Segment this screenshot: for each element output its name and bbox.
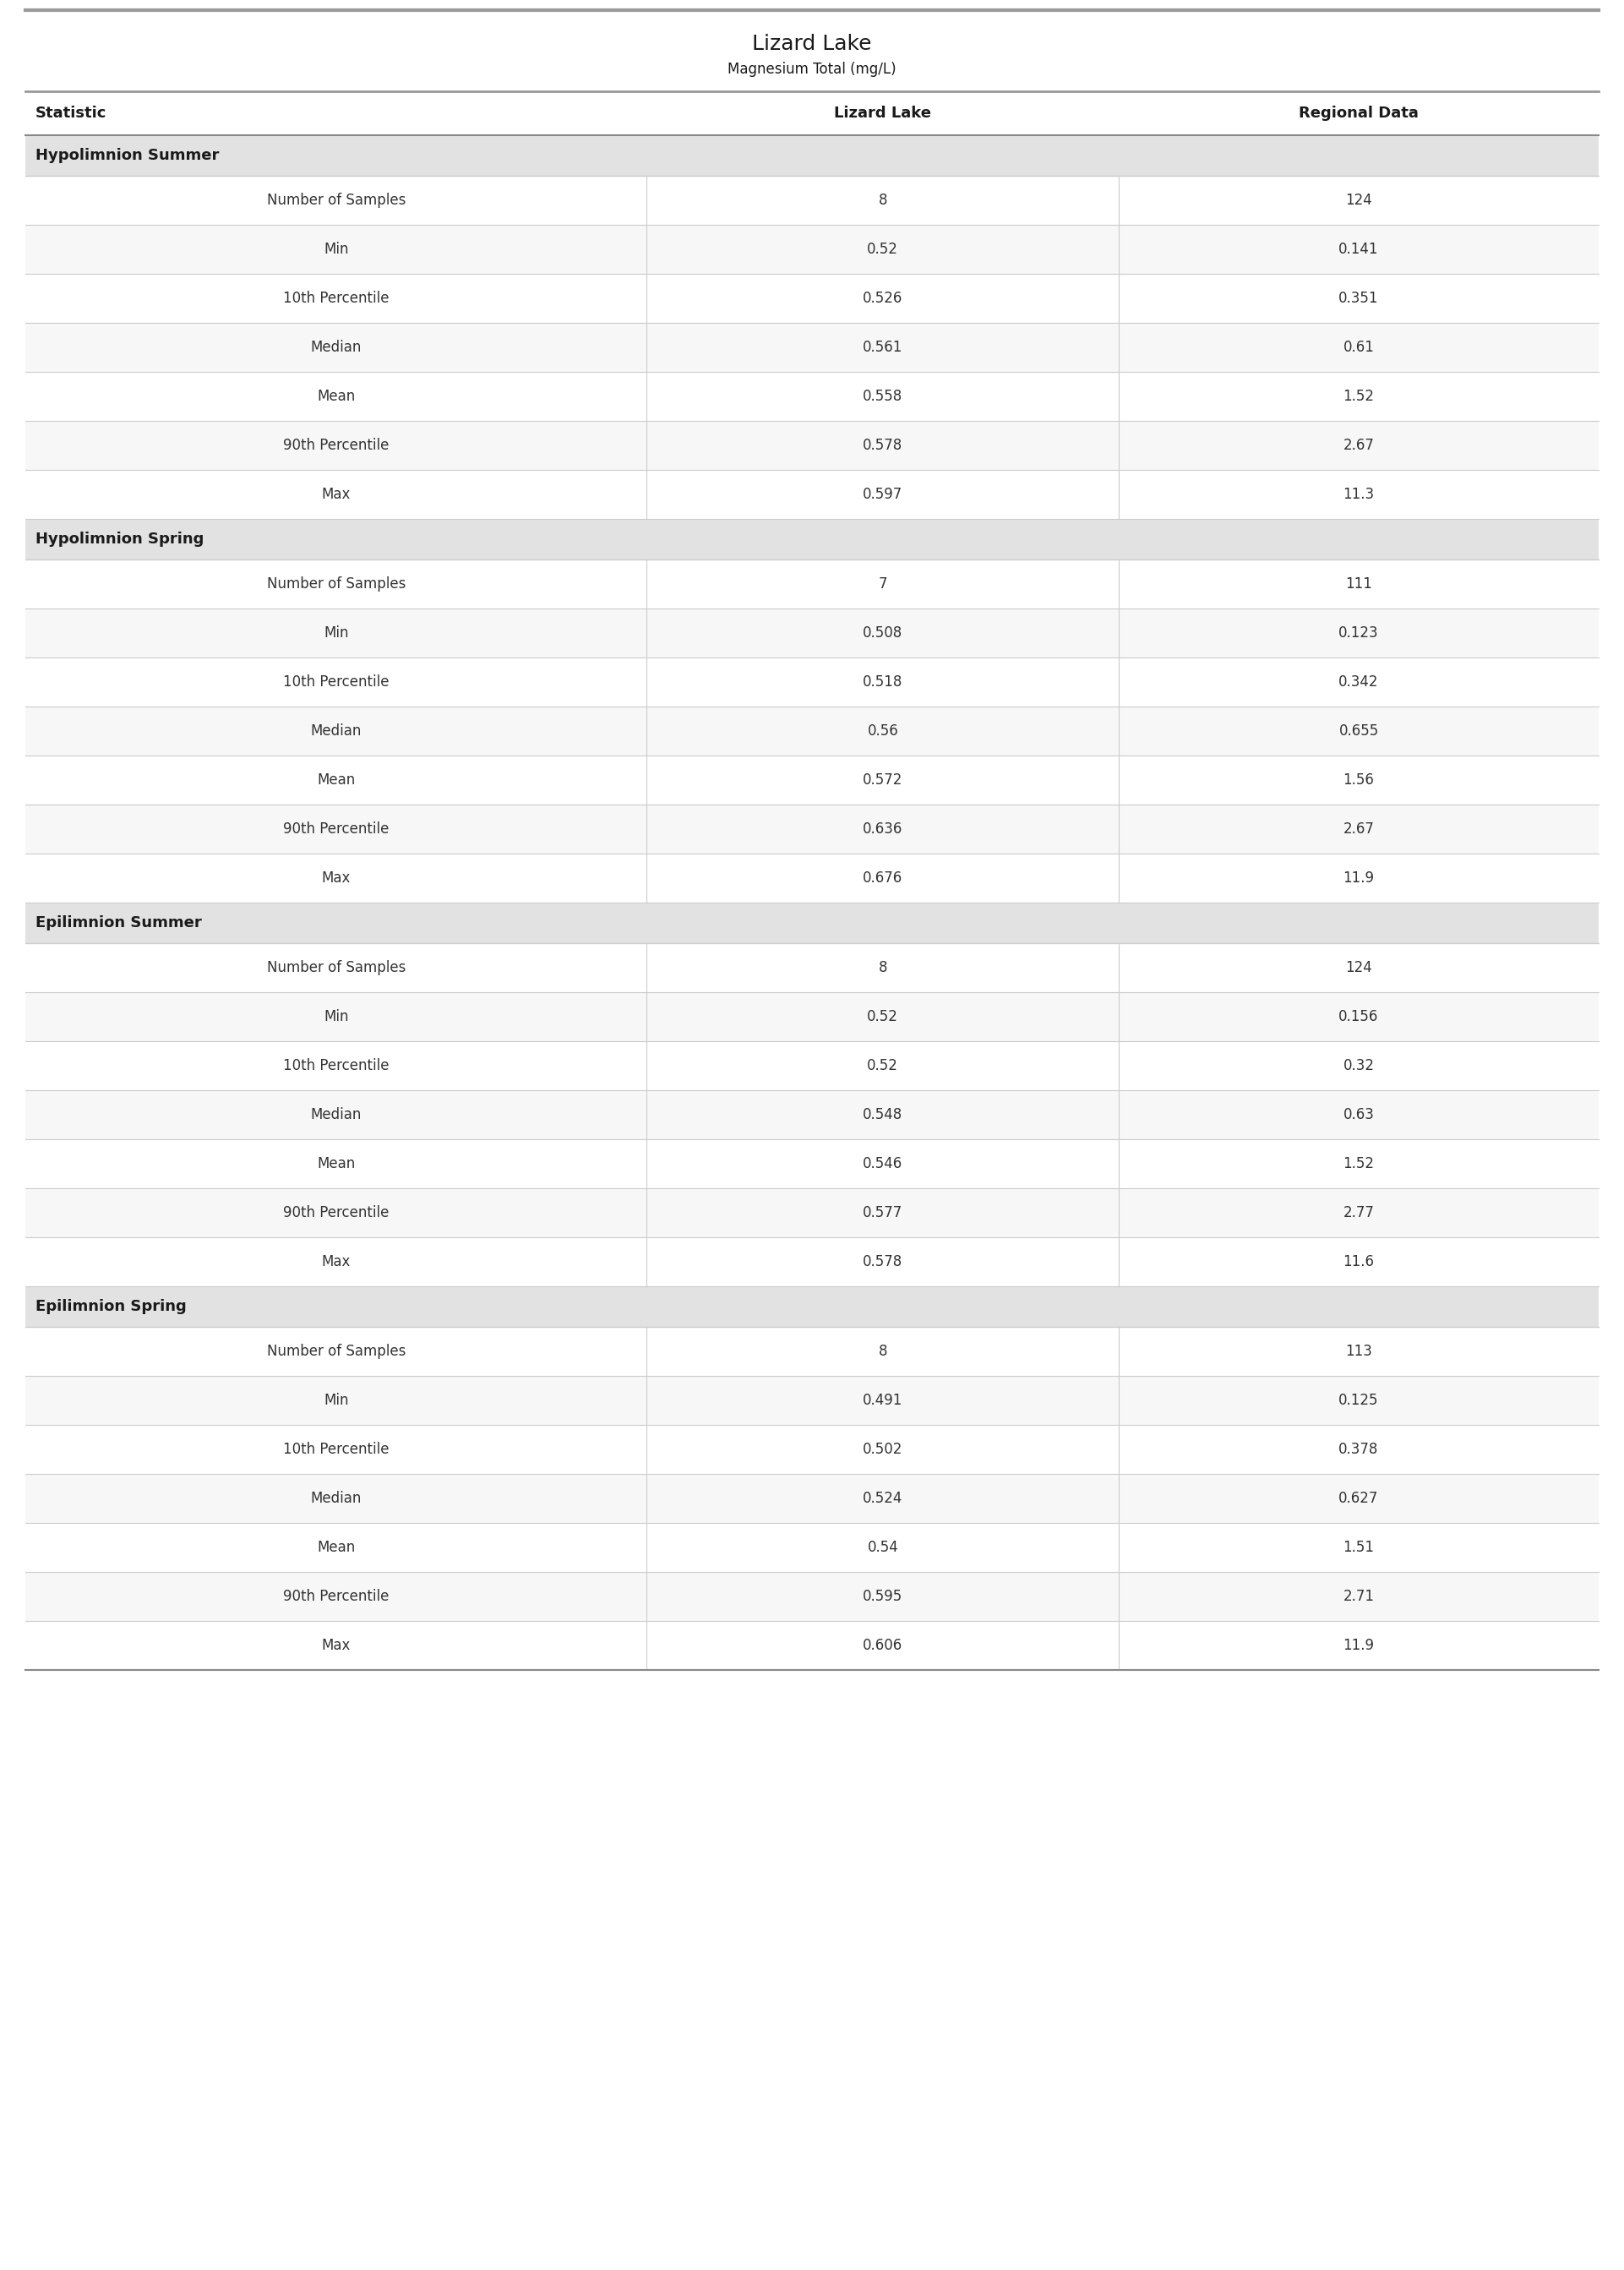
Text: 1.52: 1.52 bbox=[1343, 1155, 1374, 1171]
Text: 0.156: 0.156 bbox=[1338, 1010, 1379, 1024]
Text: 0.123: 0.123 bbox=[1338, 627, 1379, 640]
Text: Mean: Mean bbox=[317, 772, 356, 788]
Text: Min: Min bbox=[323, 1010, 349, 1024]
Text: 7: 7 bbox=[879, 577, 887, 592]
Text: 0.636: 0.636 bbox=[862, 822, 903, 838]
Text: Max: Max bbox=[322, 1639, 351, 1653]
Text: 90th Percentile: 90th Percentile bbox=[283, 1589, 390, 1605]
Text: Max: Max bbox=[322, 869, 351, 885]
Text: 0.606: 0.606 bbox=[862, 1639, 903, 1653]
Text: Number of Samples: Number of Samples bbox=[266, 960, 406, 976]
Text: 90th Percentile: 90th Percentile bbox=[283, 822, 390, 838]
Text: 1.51: 1.51 bbox=[1343, 1539, 1374, 1555]
Text: 2.77: 2.77 bbox=[1343, 1205, 1374, 1221]
Text: 0.52: 0.52 bbox=[867, 241, 898, 257]
Text: 2.67: 2.67 bbox=[1343, 822, 1374, 838]
Text: Mean: Mean bbox=[317, 388, 356, 404]
Text: Median: Median bbox=[310, 340, 362, 354]
Text: Number of Samples: Number of Samples bbox=[266, 577, 406, 592]
Text: 113: 113 bbox=[1345, 1344, 1372, 1360]
Text: 124: 124 bbox=[1345, 193, 1372, 209]
Text: Epilimnion Spring: Epilimnion Spring bbox=[36, 1298, 187, 1314]
Text: 2.67: 2.67 bbox=[1343, 438, 1374, 454]
Text: 0.141: 0.141 bbox=[1338, 241, 1379, 257]
Text: 0.595: 0.595 bbox=[862, 1589, 903, 1605]
Text: Max: Max bbox=[322, 486, 351, 502]
Text: Regional Data: Regional Data bbox=[1299, 107, 1419, 120]
Text: Max: Max bbox=[322, 1253, 351, 1269]
Text: 0.655: 0.655 bbox=[1338, 724, 1379, 738]
Text: 0.502: 0.502 bbox=[862, 1441, 903, 1457]
Text: 124: 124 bbox=[1345, 960, 1372, 976]
Text: Min: Min bbox=[323, 241, 349, 257]
Text: 10th Percentile: 10th Percentile bbox=[283, 291, 390, 306]
Text: Statistic: Statistic bbox=[36, 107, 107, 120]
Text: 0.342: 0.342 bbox=[1338, 674, 1379, 690]
Text: Min: Min bbox=[323, 1394, 349, 1407]
Text: Min: Min bbox=[323, 627, 349, 640]
Text: 0.546: 0.546 bbox=[862, 1155, 903, 1171]
Text: 0.597: 0.597 bbox=[862, 486, 903, 502]
Text: 0.578: 0.578 bbox=[862, 438, 903, 454]
Text: 10th Percentile: 10th Percentile bbox=[283, 1058, 390, 1074]
Text: Median: Median bbox=[310, 1108, 362, 1121]
Text: 11.9: 11.9 bbox=[1343, 1639, 1374, 1653]
Text: Median: Median bbox=[310, 1491, 362, 1505]
Text: Hypolimnion Summer: Hypolimnion Summer bbox=[36, 148, 219, 163]
Text: 0.558: 0.558 bbox=[862, 388, 903, 404]
Text: 0.63: 0.63 bbox=[1343, 1108, 1374, 1121]
Text: 0.548: 0.548 bbox=[862, 1108, 903, 1121]
Text: 2.71: 2.71 bbox=[1343, 1589, 1374, 1605]
Text: 0.54: 0.54 bbox=[867, 1539, 898, 1555]
Text: 0.32: 0.32 bbox=[1343, 1058, 1374, 1074]
Text: Number of Samples: Number of Samples bbox=[266, 193, 406, 209]
Text: Median: Median bbox=[310, 724, 362, 738]
Text: 0.676: 0.676 bbox=[862, 869, 903, 885]
Text: Hypolimnion Spring: Hypolimnion Spring bbox=[36, 531, 205, 547]
Text: 0.52: 0.52 bbox=[867, 1010, 898, 1024]
Text: 1.52: 1.52 bbox=[1343, 388, 1374, 404]
Text: 0.578: 0.578 bbox=[862, 1253, 903, 1269]
Text: 0.52: 0.52 bbox=[867, 1058, 898, 1074]
Text: 0.508: 0.508 bbox=[862, 627, 903, 640]
Text: 0.524: 0.524 bbox=[862, 1491, 903, 1505]
Text: Magnesium Total (mg/L): Magnesium Total (mg/L) bbox=[728, 61, 896, 77]
Text: Mean: Mean bbox=[317, 1539, 356, 1555]
Text: Number of Samples: Number of Samples bbox=[266, 1344, 406, 1360]
Text: 11.3: 11.3 bbox=[1343, 486, 1374, 502]
Text: 0.125: 0.125 bbox=[1338, 1394, 1379, 1407]
Text: 0.56: 0.56 bbox=[867, 724, 898, 738]
Text: 111: 111 bbox=[1345, 577, 1372, 592]
Text: 11.9: 11.9 bbox=[1343, 869, 1374, 885]
Text: Lizard Lake: Lizard Lake bbox=[752, 34, 872, 54]
Text: 0.351: 0.351 bbox=[1338, 291, 1379, 306]
Text: 0.627: 0.627 bbox=[1338, 1491, 1379, 1505]
Text: 0.526: 0.526 bbox=[862, 291, 903, 306]
Text: 8: 8 bbox=[879, 960, 887, 976]
Text: 8: 8 bbox=[879, 193, 887, 209]
Text: 0.61: 0.61 bbox=[1343, 340, 1374, 354]
Text: 8: 8 bbox=[879, 1344, 887, 1360]
Text: 0.577: 0.577 bbox=[862, 1205, 903, 1221]
Text: 0.518: 0.518 bbox=[862, 674, 903, 690]
Text: 90th Percentile: 90th Percentile bbox=[283, 438, 390, 454]
Text: 10th Percentile: 10th Percentile bbox=[283, 674, 390, 690]
Text: 11.6: 11.6 bbox=[1343, 1253, 1374, 1269]
Text: 10th Percentile: 10th Percentile bbox=[283, 1441, 390, 1457]
Text: Mean: Mean bbox=[317, 1155, 356, 1171]
Text: Lizard Lake: Lizard Lake bbox=[835, 107, 932, 120]
Text: Epilimnion Summer: Epilimnion Summer bbox=[36, 915, 201, 931]
Text: 0.572: 0.572 bbox=[862, 772, 903, 788]
Text: 0.378: 0.378 bbox=[1338, 1441, 1379, 1457]
Text: 90th Percentile: 90th Percentile bbox=[283, 1205, 390, 1221]
Text: 1.56: 1.56 bbox=[1343, 772, 1374, 788]
Text: 0.491: 0.491 bbox=[862, 1394, 903, 1407]
Text: 0.561: 0.561 bbox=[862, 340, 903, 354]
